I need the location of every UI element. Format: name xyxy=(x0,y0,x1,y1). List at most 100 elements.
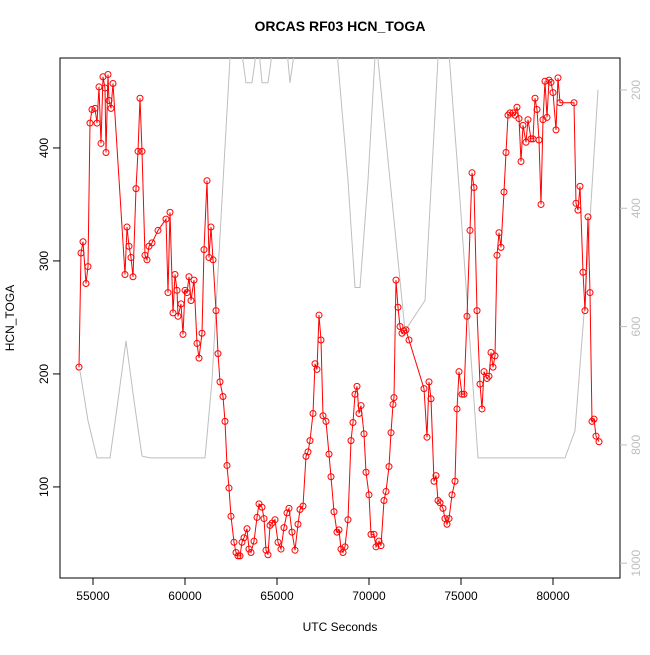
data-point xyxy=(205,254,213,262)
data-point xyxy=(245,545,253,553)
data-point xyxy=(355,409,363,417)
data-point xyxy=(107,104,115,112)
data-point xyxy=(439,504,447,512)
data-point xyxy=(214,350,222,358)
data-point xyxy=(84,263,92,271)
data-point xyxy=(277,545,285,553)
data-point xyxy=(470,183,478,191)
data-point xyxy=(258,503,266,511)
data-point xyxy=(392,276,400,284)
data-point xyxy=(335,526,343,534)
data-point xyxy=(313,365,321,373)
data-point xyxy=(75,363,83,371)
data-point xyxy=(420,385,428,393)
data-point xyxy=(385,463,393,471)
data-point xyxy=(341,543,349,551)
data-point xyxy=(517,158,525,166)
data-point xyxy=(181,286,189,294)
data-point xyxy=(445,515,453,523)
data-point xyxy=(123,223,131,231)
data-point xyxy=(216,378,224,386)
data-point xyxy=(468,169,476,177)
data-point xyxy=(362,468,370,476)
data-point xyxy=(304,448,312,456)
data-point xyxy=(480,368,488,376)
data-point xyxy=(109,80,117,88)
data-point xyxy=(436,499,444,507)
data-point xyxy=(448,491,456,499)
data-point xyxy=(519,121,527,129)
data-point xyxy=(584,213,592,221)
data-point xyxy=(458,390,466,398)
data-point xyxy=(588,417,596,425)
data-point xyxy=(327,473,335,481)
series-line xyxy=(78,74,600,557)
data-point xyxy=(77,249,85,257)
data-point xyxy=(347,437,355,445)
data-point xyxy=(102,148,110,156)
data-point xyxy=(132,185,140,193)
data-point xyxy=(515,115,523,123)
data-point xyxy=(579,268,587,276)
data-point xyxy=(333,528,341,536)
series-line xyxy=(79,58,599,459)
data-point xyxy=(478,405,486,413)
y2-tick-label: 800 xyxy=(629,435,643,455)
data-point xyxy=(91,104,99,112)
data-point xyxy=(425,378,433,386)
y-tick-label: 400 xyxy=(37,138,51,158)
data-point xyxy=(253,513,261,521)
data-point xyxy=(382,487,390,495)
x-axis-label: UTC Seconds xyxy=(303,620,378,634)
data-point xyxy=(154,226,162,234)
data-point xyxy=(243,525,251,533)
data-point xyxy=(143,256,151,264)
data-point xyxy=(141,251,149,259)
data-point xyxy=(581,307,589,315)
data-point xyxy=(125,242,133,250)
data-point xyxy=(398,329,406,337)
data-point xyxy=(294,520,302,528)
data-point xyxy=(174,312,182,320)
data-point xyxy=(82,280,90,288)
data-point xyxy=(193,339,201,347)
data-point xyxy=(349,419,357,427)
y-tick-label: 100 xyxy=(37,477,51,497)
data-point xyxy=(405,336,413,344)
data-point xyxy=(219,393,227,401)
data-point xyxy=(291,546,299,554)
data-point xyxy=(476,380,484,388)
data-point xyxy=(513,103,521,111)
data-point xyxy=(271,516,279,524)
data-point xyxy=(236,552,244,560)
y2-tick-label: 400 xyxy=(629,198,643,218)
data-point xyxy=(274,538,282,546)
data-point xyxy=(453,405,461,413)
data-point xyxy=(545,76,553,84)
data-point xyxy=(502,148,510,156)
data-point xyxy=(427,395,435,403)
data-point xyxy=(377,542,385,550)
data-point xyxy=(372,543,380,551)
data-point xyxy=(455,368,463,376)
data-point xyxy=(511,111,519,119)
data-point xyxy=(586,289,594,297)
data-point xyxy=(495,229,503,237)
data-point xyxy=(177,300,185,308)
data-point xyxy=(203,177,211,185)
data-point xyxy=(302,452,310,460)
data-point xyxy=(169,309,177,317)
y-tick-label: 300 xyxy=(37,251,51,271)
data-point xyxy=(288,528,296,536)
data-point xyxy=(138,147,146,155)
data-point xyxy=(497,243,505,251)
data-point xyxy=(396,322,404,330)
data-point xyxy=(262,546,270,554)
data-point xyxy=(221,417,229,425)
data-point xyxy=(543,113,551,121)
data-point xyxy=(223,461,231,469)
data-point xyxy=(173,286,181,294)
data-point xyxy=(574,206,582,214)
data-point xyxy=(285,504,293,512)
